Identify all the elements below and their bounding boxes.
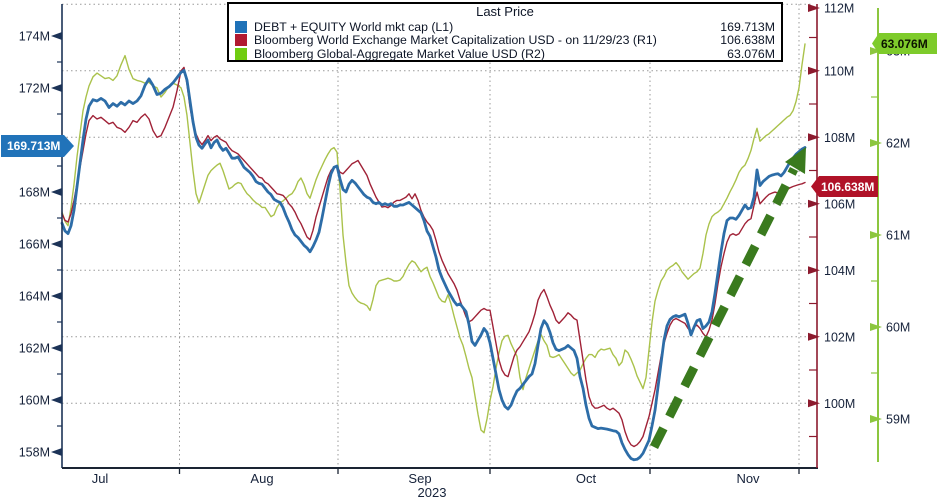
r1-tick-arrow-icon: [808, 266, 820, 275]
legend-row-0: DEBT + EQUITY World mkt cap (L1) 169.713M: [229, 20, 781, 34]
r2-tick-label: 60M: [886, 321, 910, 335]
r1-tick-arrow-icon: [808, 66, 820, 75]
l1-tick-label: 166M: [19, 238, 50, 252]
l1-tick-arrow-icon: [51, 292, 62, 300]
l1-tick-label: 174M: [19, 30, 50, 44]
last-price-badge-r2: 63.076M: [872, 33, 937, 54]
l1-tick-arrow-icon: [51, 84, 62, 92]
l1-tick-arrow-icon: [51, 344, 62, 352]
chart-legend: Last Price DEBT + EQUITY World mkt cap (…: [227, 2, 783, 62]
r1-tick-arrow-icon: [808, 332, 820, 341]
legend-swatch-icon: [235, 34, 247, 47]
x-month-label: Jul: [92, 471, 109, 486]
last-price-badge-l1: 169.713M: [1, 135, 74, 157]
legend-series-value: 169.713M: [720, 19, 775, 34]
l1-tick-label: 168M: [19, 186, 50, 200]
r2-tick-arrow-icon: [870, 47, 882, 55]
l1-tick-arrow-icon: [51, 396, 62, 404]
last-price-value-r2: 63.076M: [881, 36, 928, 51]
r1-tick-label: 110M: [824, 64, 854, 78]
l1-tick-arrow-icon: [51, 448, 62, 456]
r1-tick-label: 106M: [824, 197, 855, 211]
series-line-red: [61, 66, 806, 448]
r1-tick-arrow-icon: [808, 199, 820, 208]
r2-tick-label: 59M: [886, 413, 910, 427]
l1-tick-label: 162M: [19, 342, 50, 356]
legend-row-2: Bloomberg Global-Aggregate Market Value …: [229, 47, 781, 61]
r2-tick-arrow-icon: [870, 415, 882, 423]
r1-tick-arrow-icon: [808, 399, 820, 408]
l1-tick-arrow-icon: [51, 188, 62, 196]
l1-tick-arrow-icon: [51, 240, 62, 248]
legend-series-label: Bloomberg World Exchange Market Capitali…: [254, 33, 657, 48]
legend-rows: DEBT + EQUITY World mkt cap (L1) 169.713M…: [229, 20, 781, 61]
r1-tick-label: 100M: [824, 397, 855, 411]
legend-row-1: Bloomberg World Exchange Market Capitali…: [229, 33, 781, 48]
series-line-green: [61, 43, 806, 434]
r2-tick-arrow-icon: [870, 231, 882, 239]
legend-series-value: 63.076M: [727, 46, 775, 61]
l1-tick-label: 164M: [19, 290, 50, 304]
legend-series-label: Bloomberg Global-Aggregate Market Value …: [254, 46, 545, 61]
r1-tick-label: 108M: [824, 131, 855, 145]
legend-swatch-icon: [235, 47, 247, 60]
r1-tick-label: 104M: [824, 264, 855, 278]
series-line-blue: [60, 68, 807, 462]
r1-tick-arrow-icon: [808, 4, 820, 12]
trend-arrow-line: [649, 166, 799, 450]
x-month-label: Oct: [576, 471, 597, 486]
legend-series-label: DEBT + EQUITY World mkt cap (L1): [254, 19, 454, 34]
legend-series-value: 106.638M: [720, 33, 775, 48]
r2-tick-label: 62M: [886, 137, 910, 151]
r2-tick-arrow-icon: [870, 323, 882, 331]
r2-tick-arrow-icon: [870, 139, 882, 147]
last-price-value-l1: 169.713M: [7, 139, 61, 153]
r1-tick-label: 112M: [824, 2, 854, 16]
r1-tick-label: 102M: [824, 330, 855, 344]
last-price-value-r1: 106.638M: [821, 179, 875, 194]
x-month-label: Aug: [250, 471, 273, 486]
legend-swatch-icon: [235, 20, 247, 33]
r1-tick-arrow-icon: [808, 133, 820, 142]
x-year-label: 2023: [418, 485, 447, 500]
l1-tick-arrow-icon: [51, 32, 62, 40]
last-price-badge-r1: 106.638M: [811, 176, 878, 197]
l1-tick-label: 158M: [19, 446, 50, 460]
l1-tick-label: 172M: [19, 82, 50, 96]
legend-title: Last Price: [476, 4, 534, 19]
trend-arrow-head-icon: [785, 147, 806, 174]
r2-tick-label: 61M: [886, 229, 910, 243]
x-month-label: Nov: [736, 471, 760, 486]
l1-tick-label: 160M: [19, 394, 50, 408]
x-month-label: Sep: [408, 471, 431, 486]
